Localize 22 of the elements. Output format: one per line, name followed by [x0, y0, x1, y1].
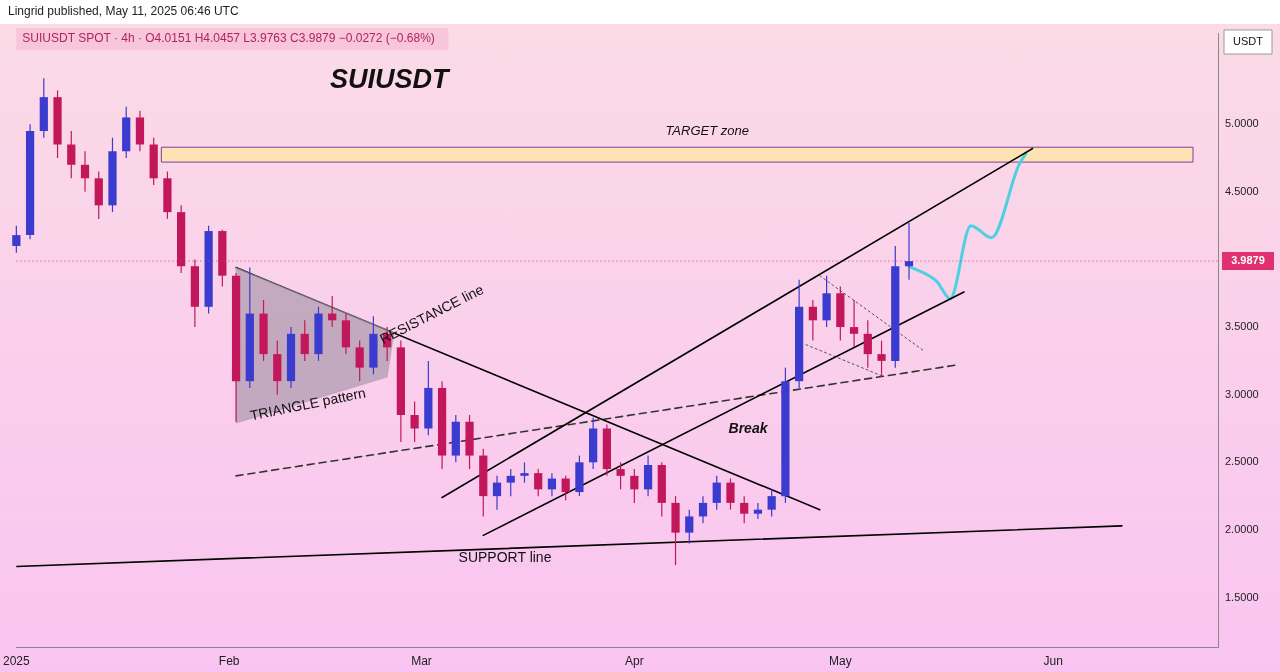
y-axis-title: USDT	[1233, 35, 1264, 48]
y-tick-label: 4.5000	[1225, 184, 1259, 197]
annotation: TRIANGLE pattern	[248, 384, 367, 424]
ref-line-label: 3.9879	[1231, 254, 1265, 267]
y-tick-label: 3.0000	[1225, 387, 1259, 400]
annotation: SUPPORT line	[458, 548, 552, 565]
y-tick-label: 3.5000	[1225, 320, 1259, 333]
x-tick-label: Mar	[411, 654, 432, 669]
band-label: TARGET zone	[665, 123, 749, 139]
y-tick-label: 2.0000	[1225, 522, 1259, 535]
x-tick-label: Jun	[1043, 654, 1063, 669]
x-tick-label: 2025	[3, 654, 31, 669]
y-tick-label: 1.5000	[1225, 590, 1259, 603]
text: SUIUSDT	[330, 64, 452, 94]
x-tick-label: Feb	[218, 654, 240, 669]
x-tick-label: May	[829, 654, 852, 669]
y-tick-label: 2.5000	[1225, 455, 1259, 468]
text: Lingrid published, May 11, 2025 06:46 UTC	[8, 4, 239, 18]
chart-subtitle: SUIUSDT SPOT · 4h · O4.0151 H4.0457 L3.9763 C3.9879 −0.0272 (−0.68%)	[22, 31, 435, 46]
y-tick-label: 5.0000	[1225, 117, 1259, 130]
x-tick-label: Apr	[625, 654, 644, 669]
annotation: Break	[728, 419, 769, 436]
